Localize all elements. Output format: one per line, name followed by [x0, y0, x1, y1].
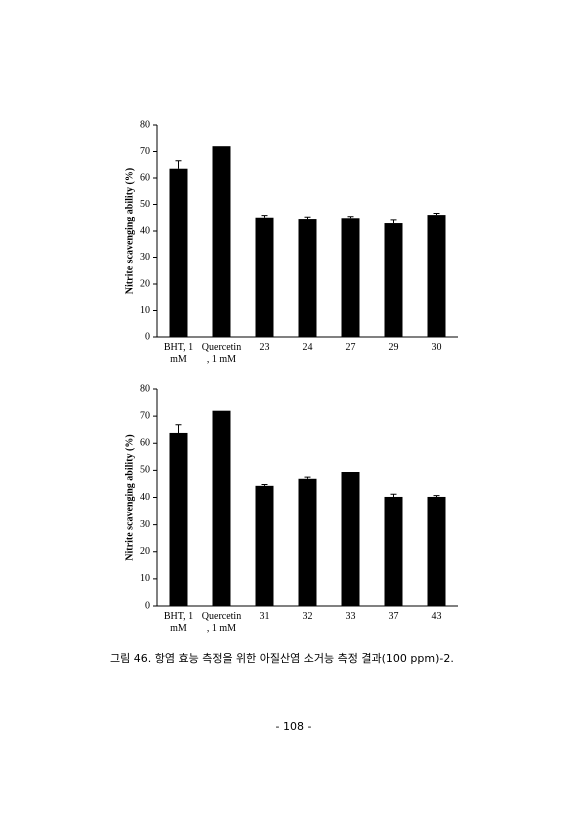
bar: [427, 215, 446, 337]
y-axis-label: Nitrite scavenging ability (%): [124, 168, 135, 294]
x-tick-label: 27: [345, 342, 356, 353]
error-bar: [175, 424, 182, 433]
x-tick-label: 29: [388, 342, 399, 353]
bar: [298, 478, 317, 606]
x-tick-label: Quercetin , 1 mM: [201, 342, 242, 365]
error-bar: [304, 476, 311, 479]
bar: [169, 168, 188, 337]
y-tick-label: 70: [140, 146, 150, 157]
y-tick-label: 50: [140, 199, 150, 210]
x-tick-label: 24: [302, 342, 313, 353]
x-tick-label: 32: [302, 611, 313, 622]
y-tick-label: 10: [140, 573, 150, 584]
y-tick-label: 60: [140, 172, 150, 183]
x-tick-label: 31: [259, 611, 270, 622]
error-bar: [347, 216, 354, 219]
y-tick-label: 0: [145, 600, 150, 611]
y-tick-label: 60: [140, 438, 150, 449]
error-bar: [433, 213, 440, 216]
x-tick-label: 43: [431, 611, 442, 622]
y-tick-label: 0: [145, 331, 150, 342]
x-tick-label: 30: [431, 342, 442, 353]
error-bar: [433, 495, 440, 497]
bar: [341, 472, 360, 606]
x-tick-label: BHT, 1 mM: [163, 611, 194, 634]
bar: [427, 496, 446, 606]
bar: [212, 410, 231, 606]
y-tick-label: 20: [140, 278, 150, 289]
y-tick-label: 80: [140, 119, 150, 130]
y-tick-label: 30: [140, 519, 150, 530]
x-tick-label: 23: [259, 342, 270, 353]
bar: [212, 146, 231, 337]
error-bar: [261, 215, 268, 218]
page-number: - 108 -: [275, 720, 312, 733]
y-tick-label: 50: [140, 465, 150, 476]
bar: [341, 218, 360, 337]
error-bar: [390, 219, 397, 224]
x-tick-label: Quercetin , 1 mM: [201, 611, 242, 634]
y-tick-label: 40: [140, 492, 150, 503]
y-axis-label: Nitrite scavenging ability (%): [124, 434, 135, 560]
bar: [384, 496, 403, 606]
x-tick-label: 33: [345, 611, 356, 622]
y-tick-label: 10: [140, 305, 150, 316]
error-bar: [304, 216, 311, 220]
bar: [298, 219, 317, 337]
y-tick-label: 30: [140, 252, 150, 263]
error-bar: [261, 483, 268, 486]
error-bar: [175, 160, 182, 169]
bar: [169, 432, 188, 606]
x-tick-label: 37: [388, 611, 399, 622]
y-tick-label: 20: [140, 546, 150, 557]
y-tick-label: 70: [140, 410, 150, 421]
error-bar: [390, 493, 397, 497]
y-tick-label: 80: [140, 383, 150, 394]
bar: [384, 223, 403, 337]
caption: 그림 46. 항염 효능 측정을 위한 아질산염 소거능 측정 결과(100 p…: [110, 652, 454, 665]
x-tick-label: BHT, 1 mM: [163, 342, 194, 365]
y-tick-label: 40: [140, 225, 150, 236]
bar: [255, 485, 274, 606]
bar: [255, 217, 274, 337]
